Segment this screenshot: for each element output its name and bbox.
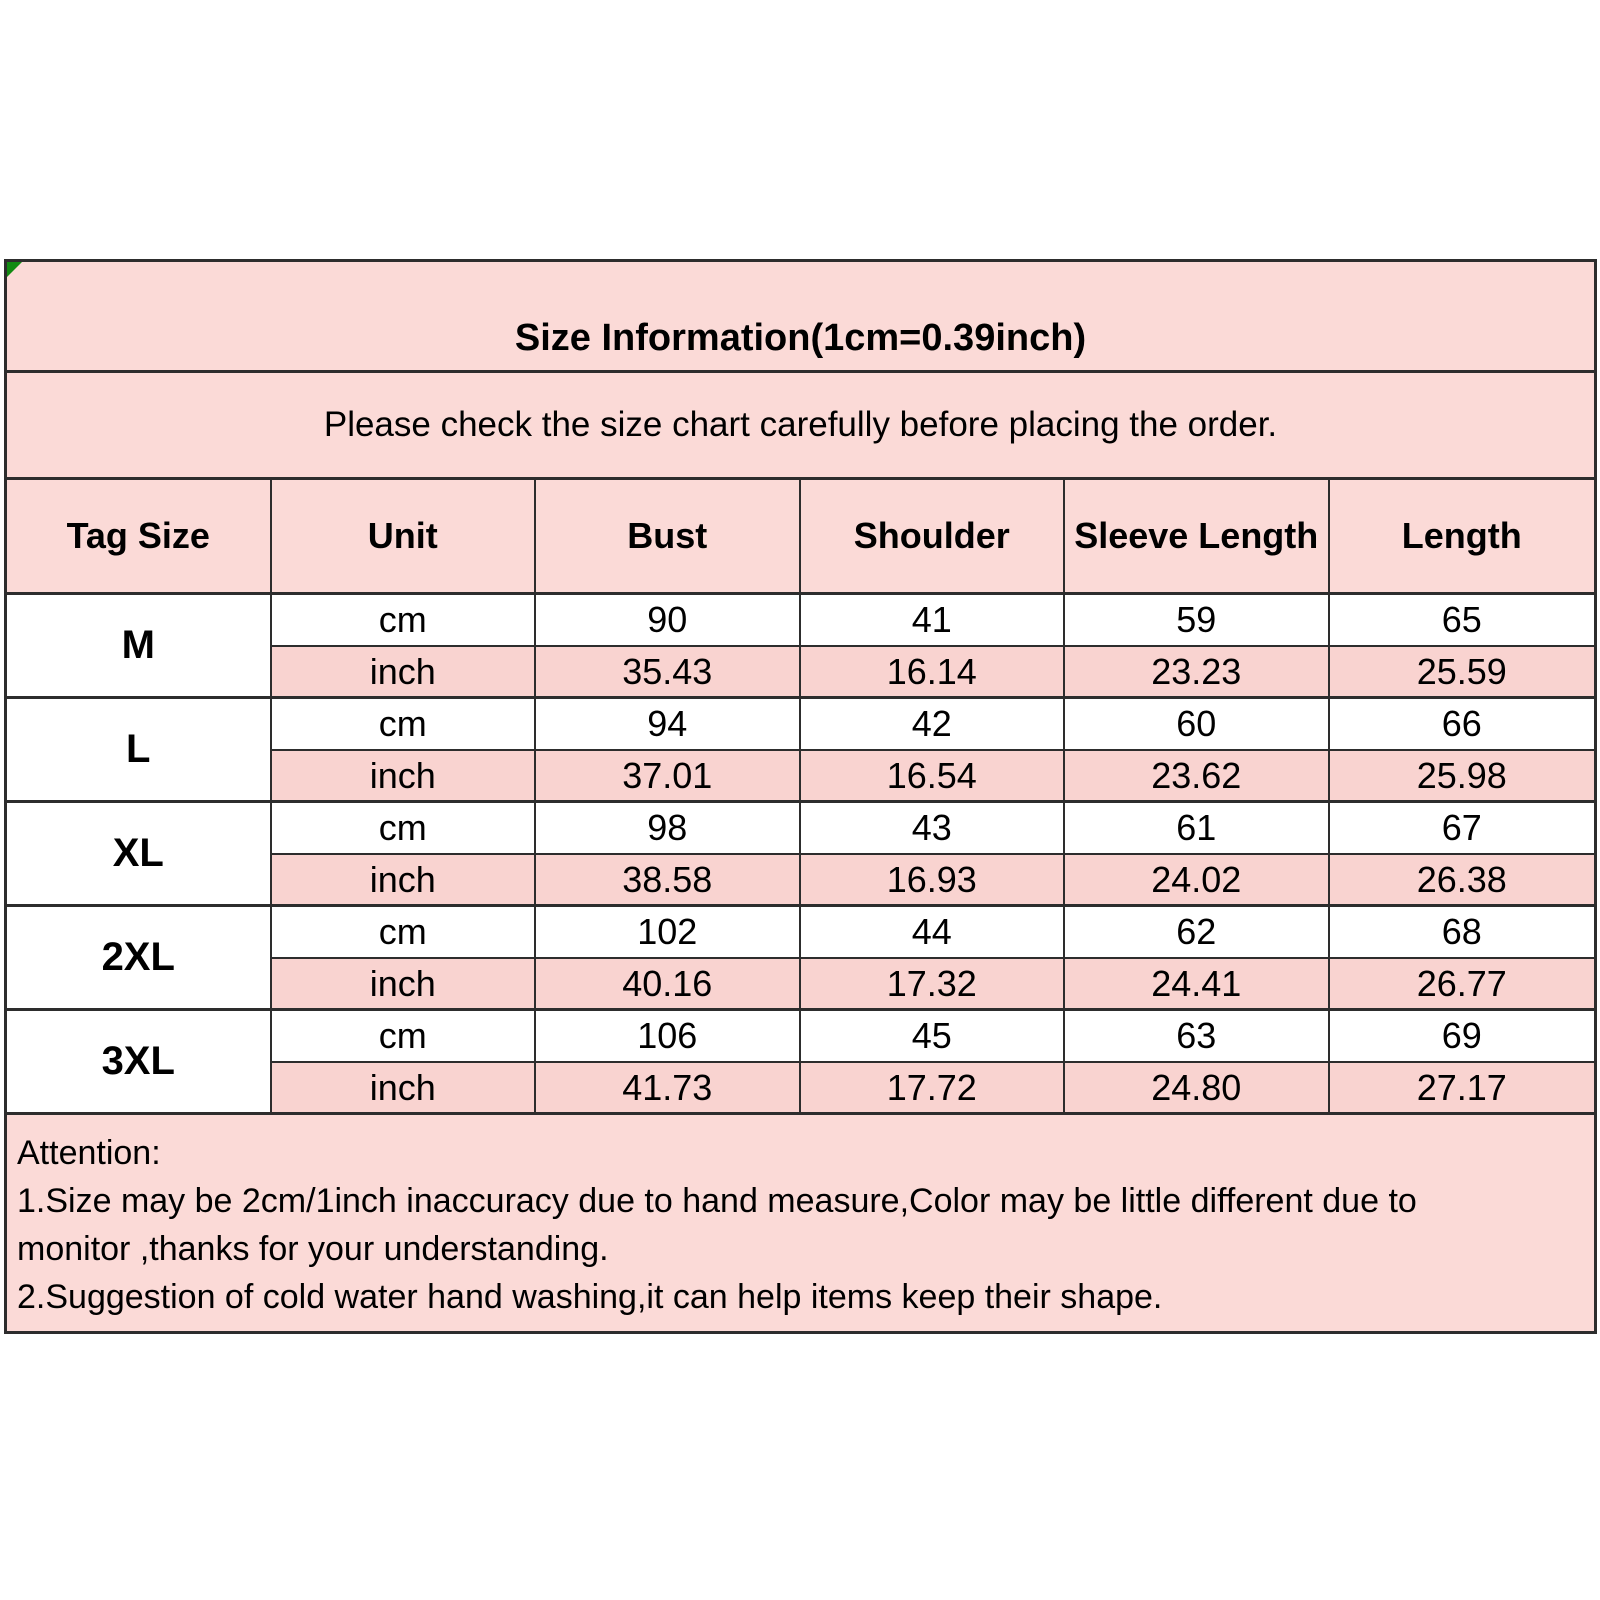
attention-notes: Attention: 1.Size may be 2cm/1inch inacc… [7,1115,1594,1331]
tag-2xl: 2XL [7,907,272,1011]
value-l-cm-sleeve-length: 60 [1065,699,1330,751]
value-xl-cm-shoulder: 43 [800,803,1065,855]
unit-label-cm: cm [271,907,536,959]
value-3xl-inch-sleeve-length: 24.80 [1065,1063,1330,1115]
value-m-cm-length: 65 [1329,595,1594,647]
value-xl-inch-length: 26.38 [1329,855,1594,907]
value-l-inch-shoulder: 16.54 [800,751,1065,803]
value-3xl-cm-bust: 106 [536,1011,801,1063]
value-3xl-inch-length: 27.17 [1329,1063,1594,1115]
attention-note-2: 2.Suggestion of cold water hand washing,… [17,1278,1163,1316]
size-chart-title: Size Information(1cm=0.39inch) [7,262,1594,373]
value-2xl-inch-sleeve-length: 24.41 [1065,959,1330,1011]
value-xl-inch-shoulder: 16.93 [800,855,1065,907]
attention-note-1: 1.Size may be 2cm/1inch inaccuracy due t… [17,1182,1417,1268]
unit-label-inch: inch [271,751,536,803]
value-l-cm-shoulder: 42 [800,699,1065,751]
value-xl-cm-bust: 98 [536,803,801,855]
unit-label-cm: cm [271,1011,536,1063]
header-tag-size: Tag Size [7,480,272,595]
attention-heading: Attention: [17,1134,161,1172]
value-2xl-inch-length: 26.77 [1329,959,1594,1011]
header-length: Length [1329,480,1594,595]
size-table: Tag Size Unit Bust Shoulder Sleeve Lengt… [7,480,1594,1115]
header-sleeve-length: Sleeve Length [1065,480,1330,595]
value-m-inch-sleeve-length: 23.23 [1065,647,1330,699]
tag-m: M [7,595,272,699]
header-unit: Unit [271,480,536,595]
header-bust: Bust [536,480,801,595]
tag-3xl: 3XL [7,1011,272,1115]
unit-label-cm: cm [271,803,536,855]
unit-label-inch: inch [271,1063,536,1115]
value-2xl-cm-shoulder: 44 [800,907,1065,959]
value-m-cm-sleeve-length: 59 [1065,595,1330,647]
unit-label-cm: cm [271,699,536,751]
value-m-cm-bust: 90 [536,595,801,647]
value-l-inch-length: 25.98 [1329,751,1594,803]
value-2xl-inch-shoulder: 17.32 [800,959,1065,1011]
header-shoulder: Shoulder [800,480,1065,595]
value-l-inch-sleeve-length: 23.62 [1065,751,1330,803]
value-xl-inch-bust: 38.58 [536,855,801,907]
value-2xl-inch-bust: 40.16 [536,959,801,1011]
size-chart-subtitle: Please check the size chart carefully be… [7,373,1594,480]
unit-label-inch: inch [271,855,536,907]
tag-xl: XL [7,803,272,907]
size-chart-sheet: Size Information(1cm=0.39inch) Please ch… [4,259,1597,1334]
value-3xl-inch-bust: 41.73 [536,1063,801,1115]
green-corner-marker-icon [7,262,22,277]
value-m-inch-shoulder: 16.14 [800,647,1065,699]
value-m-inch-bust: 35.43 [536,647,801,699]
value-m-cm-shoulder: 41 [800,595,1065,647]
unit-label-cm: cm [271,595,536,647]
value-3xl-inch-shoulder: 17.72 [800,1063,1065,1115]
value-2xl-cm-length: 68 [1329,907,1594,959]
value-xl-cm-sleeve-length: 61 [1065,803,1330,855]
value-l-cm-length: 66 [1329,699,1594,751]
value-m-inch-length: 25.59 [1329,647,1594,699]
value-xl-inch-sleeve-length: 24.02 [1065,855,1330,907]
unit-label-inch: inch [271,959,536,1011]
value-l-cm-bust: 94 [536,699,801,751]
unit-label-inch: inch [271,647,536,699]
value-2xl-cm-bust: 102 [536,907,801,959]
value-3xl-cm-length: 69 [1329,1011,1594,1063]
tag-l: L [7,699,272,803]
value-3xl-cm-shoulder: 45 [800,1011,1065,1063]
value-l-inch-bust: 37.01 [536,751,801,803]
value-3xl-cm-sleeve-length: 63 [1065,1011,1330,1063]
value-2xl-cm-sleeve-length: 62 [1065,907,1330,959]
value-xl-cm-length: 67 [1329,803,1594,855]
